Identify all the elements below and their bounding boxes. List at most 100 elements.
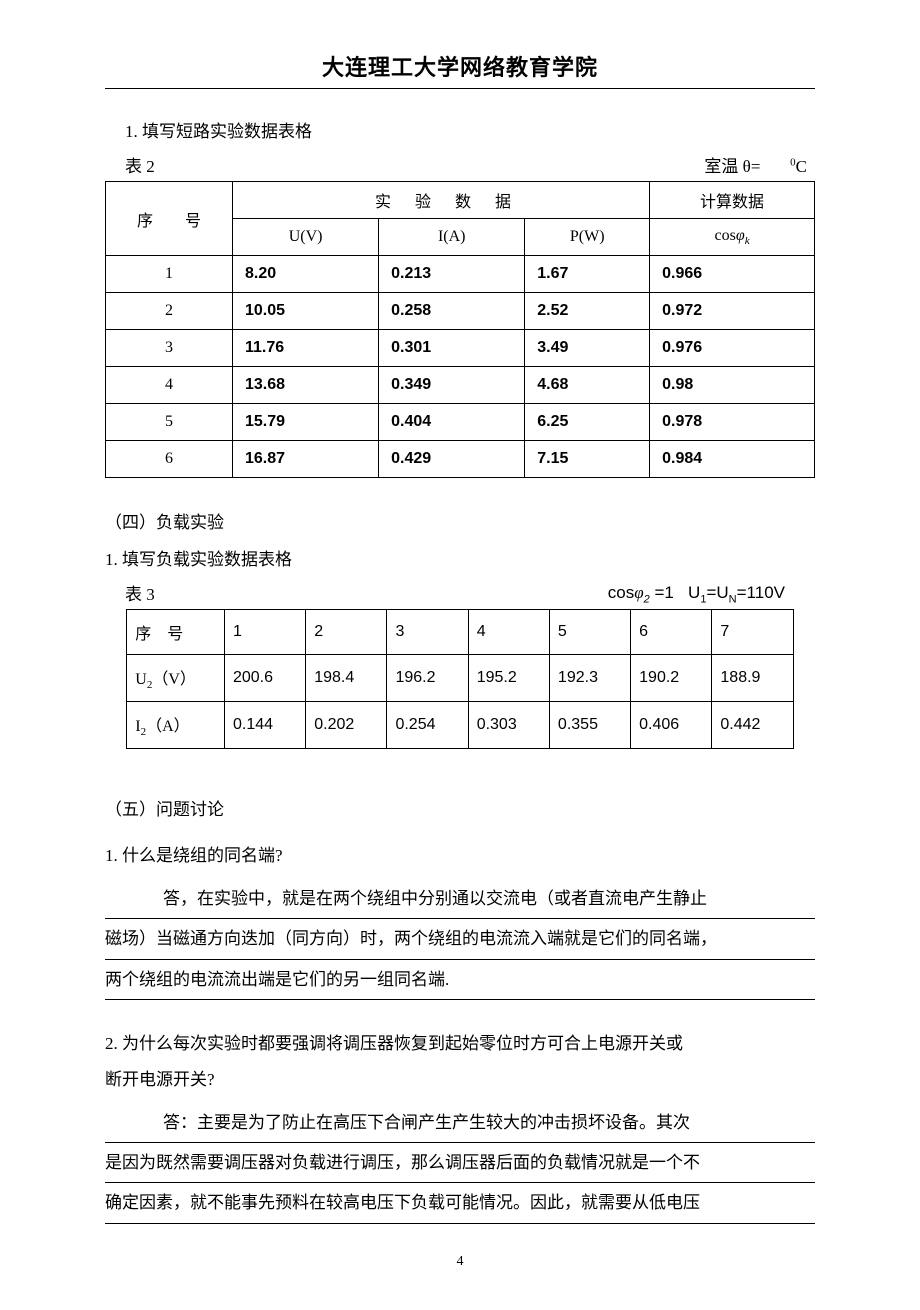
t3-i2-post: （A） bbox=[146, 718, 190, 735]
table3-caption-right: cosφ2 =1 U1=UN=110V bbox=[608, 583, 785, 605]
table3-caption: 表 3 cosφ2 =1 U1=UN=110V bbox=[105, 580, 815, 609]
t3-seq-cell: 1 bbox=[224, 610, 305, 655]
cell-seq: 6 bbox=[106, 441, 233, 478]
t3-i2-label: I2（A） bbox=[127, 702, 225, 749]
t3-u2-cell: 200.6 bbox=[224, 655, 305, 702]
t3-seq-cell: 6 bbox=[631, 610, 712, 655]
table2-hdr-seq: 序 号 bbox=[106, 182, 233, 256]
table-row: 3 11.76 0.301 3.49 0.976 bbox=[106, 330, 815, 367]
cell-cos: 0.984 bbox=[650, 441, 815, 478]
cell-cos: 0.98 bbox=[650, 367, 815, 404]
cell-cos: 0.966 bbox=[650, 256, 815, 293]
table3-row-u2: U2（V） 200.6 198.4 196.2 195.2 192.3 190.… bbox=[127, 655, 793, 702]
question-2: 2. 为什么每次实验时都要强调将调压器恢复到起始零位时方可合上电源开关或 断开电… bbox=[105, 1026, 815, 1097]
table2-phi-sub: k bbox=[745, 235, 750, 247]
table3: 序 号 1 2 3 4 5 6 7 U2（V） 200.6 198.4 196.… bbox=[126, 609, 793, 749]
table3-caption-left: 表 3 bbox=[125, 580, 155, 605]
table2-hdr-calc: 计算数据 bbox=[650, 182, 815, 219]
cell-p: 4.68 bbox=[525, 367, 650, 404]
cell-seq: 3 bbox=[106, 330, 233, 367]
table2-col-u: U(V) bbox=[233, 219, 379, 256]
cell-p: 1.67 bbox=[525, 256, 650, 293]
cell-p: 7.15 bbox=[525, 441, 650, 478]
t3-seq-cell: 3 bbox=[387, 610, 468, 655]
cell-seq: 1 bbox=[106, 256, 233, 293]
cell-cos: 0.978 bbox=[650, 404, 815, 441]
t3-u2-pre: U bbox=[135, 671, 147, 688]
cell-seq: 4 bbox=[106, 367, 233, 404]
section-4-head: （四）负载实验 bbox=[105, 508, 815, 533]
t3-i2-cell: 0.303 bbox=[468, 702, 549, 749]
table-row: 2 10.05 0.258 2.52 0.972 bbox=[106, 293, 815, 330]
answer-2-line: 是因为既然需要调压器对负载进行调压，那么调压器后面的负载情况就是一个不 bbox=[105, 1144, 815, 1183]
cell-i: 0.404 bbox=[379, 404, 525, 441]
table2-phi-symbol: φ bbox=[736, 227, 745, 244]
cell-cos: 0.976 bbox=[650, 330, 815, 367]
table2-theta-label: 室温 θ= bbox=[704, 157, 760, 176]
section-5-head: （五）问题讨论 bbox=[105, 795, 815, 820]
cell-cos: 0.972 bbox=[650, 293, 815, 330]
t3-cos: cos bbox=[608, 583, 634, 602]
cell-u: 13.68 bbox=[233, 367, 379, 404]
cell-u: 15.79 bbox=[233, 404, 379, 441]
t3-u2-cell: 195.2 bbox=[468, 655, 549, 702]
cell-u: 11.76 bbox=[233, 330, 379, 367]
t3-u2-post: （V） bbox=[152, 671, 196, 688]
cell-i: 0.429 bbox=[379, 441, 525, 478]
t3-eq1: =1 bbox=[650, 583, 674, 602]
item-1-text: 填写短路实验数据表格 bbox=[142, 122, 312, 141]
question-2-line2: 断开电源开关? bbox=[105, 1070, 215, 1089]
section-4-item: 1. 填写负载实验数据表格 bbox=[105, 545, 815, 570]
t3-seq-cell: 5 bbox=[549, 610, 630, 655]
table2-col-i: I(A) bbox=[379, 219, 525, 256]
t3-val: =110V bbox=[737, 583, 785, 602]
table2-caption: 表 2 室温 θ= 0C bbox=[105, 152, 815, 181]
cell-i: 0.258 bbox=[379, 293, 525, 330]
t3-u2-cell: 198.4 bbox=[306, 655, 387, 702]
answer-2-line: 确定因素，就不能事先预料在较高电压下负载可能情况。因此，就需要从低电压 bbox=[105, 1184, 815, 1223]
answer-1-line: 磁场）当磁通方向迭加（同方向）时，两个绕组的电流流入端就是它们的同名端， bbox=[105, 920, 815, 959]
table2-caption-right: 室温 θ= 0C bbox=[704, 152, 807, 177]
t3-u2-cell: 188.9 bbox=[712, 655, 793, 702]
table-row: 1 8.20 0.213 1.67 0.966 bbox=[106, 256, 815, 293]
document-page: 大连理工大学网络教育学院 1. 填写短路实验数据表格 表 2 室温 θ= 0C … bbox=[0, 0, 920, 1310]
table2-header-row1: 序 号 实验数据 计算数据 bbox=[106, 182, 815, 219]
cell-seq: 2 bbox=[106, 293, 233, 330]
table-row: 5 15.79 0.404 6.25 0.978 bbox=[106, 404, 815, 441]
t3-u: U bbox=[688, 583, 700, 602]
t3-i2-cell: 0.254 bbox=[387, 702, 468, 749]
table2-caption-left: 表 2 bbox=[125, 152, 155, 177]
cell-p: 3.49 bbox=[525, 330, 650, 367]
t3-u-subn: N bbox=[729, 593, 737, 605]
cell-u: 10.05 bbox=[233, 293, 379, 330]
answer-2-line: 答：主要是为了防止在高压下合闸产生产生较大的冲击损坏设备。其次 bbox=[105, 1104, 815, 1143]
table2-cos-text: cos bbox=[715, 227, 736, 244]
t3-i2-cell: 0.406 bbox=[631, 702, 712, 749]
t3-mid: =U bbox=[706, 583, 728, 602]
cell-p: 6.25 bbox=[525, 404, 650, 441]
cell-i: 0.301 bbox=[379, 330, 525, 367]
table2-unit-c: C bbox=[796, 157, 807, 176]
t3-seq-cell: 2 bbox=[306, 610, 387, 655]
t3-i2-cell: 0.442 bbox=[712, 702, 793, 749]
question-1: 1. 什么是绕组的同名端? bbox=[105, 838, 815, 874]
table3-row-i2: I2（A） 0.144 0.202 0.254 0.303 0.355 0.40… bbox=[127, 702, 793, 749]
t3-u2-label: U2（V） bbox=[127, 655, 225, 702]
table-row: 6 16.87 0.429 7.15 0.984 bbox=[106, 441, 815, 478]
t3-i2-cell: 0.355 bbox=[549, 702, 630, 749]
answer-2-text: 答：主要是为了防止在高压下合闸产生产生较大的冲击损坏设备。其次 bbox=[163, 1113, 690, 1132]
answer-1-line: 两个绕组的电流流出端是它们的另一组同名端. bbox=[105, 961, 815, 1000]
t3-u2-cell: 192.3 bbox=[549, 655, 630, 702]
table2-hdr-exp: 实验数据 bbox=[233, 182, 650, 219]
cell-p: 2.52 bbox=[525, 293, 650, 330]
t3-u2-cell: 196.2 bbox=[387, 655, 468, 702]
answer-1-text: 答，在实验中，就是在两个绕组中分别通以交流电（或者直流电产生静止 bbox=[163, 889, 707, 908]
item-1: 1. 填写短路实验数据表格 bbox=[105, 117, 815, 142]
answer-1: 答，在实验中，就是在两个绕组中分别通以交流电（或者直流电产生静止 磁场）当磁通方… bbox=[105, 880, 815, 1000]
table3-row-seq: 序 号 1 2 3 4 5 6 7 bbox=[127, 610, 793, 655]
table2: 序 号 实验数据 计算数据 U(V) I(A) P(W) cosφk 1 8.2… bbox=[105, 181, 815, 478]
answer-2: 答：主要是为了防止在高压下合闸产生产生较大的冲击损坏设备。其次 是因为既然需要调… bbox=[105, 1104, 815, 1224]
t3-seq-cell: 7 bbox=[712, 610, 793, 655]
t3-u2-cell: 190.2 bbox=[631, 655, 712, 702]
cell-seq: 5 bbox=[106, 404, 233, 441]
